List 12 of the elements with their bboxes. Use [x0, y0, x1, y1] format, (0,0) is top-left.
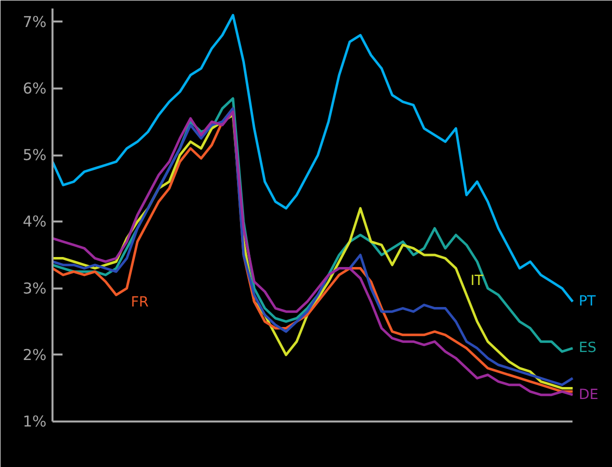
- y-tick-label: 7%: [22, 12, 46, 31]
- series-label: IT: [470, 272, 484, 289]
- y-tick-label: 4%: [22, 212, 46, 231]
- series-label: PT: [578, 294, 596, 310]
- series-label: DE: [578, 386, 598, 403]
- y-tick-label: 5%: [22, 146, 46, 164]
- series-label: ES: [578, 340, 597, 356]
- y-tick-label: 2%: [22, 346, 46, 364]
- y-tick-label: 1%: [22, 412, 46, 430]
- y-tick-label: 6%: [22, 79, 46, 98]
- y-tick-label: 3%: [22, 279, 46, 298]
- series-label: FR: [130, 294, 149, 310]
